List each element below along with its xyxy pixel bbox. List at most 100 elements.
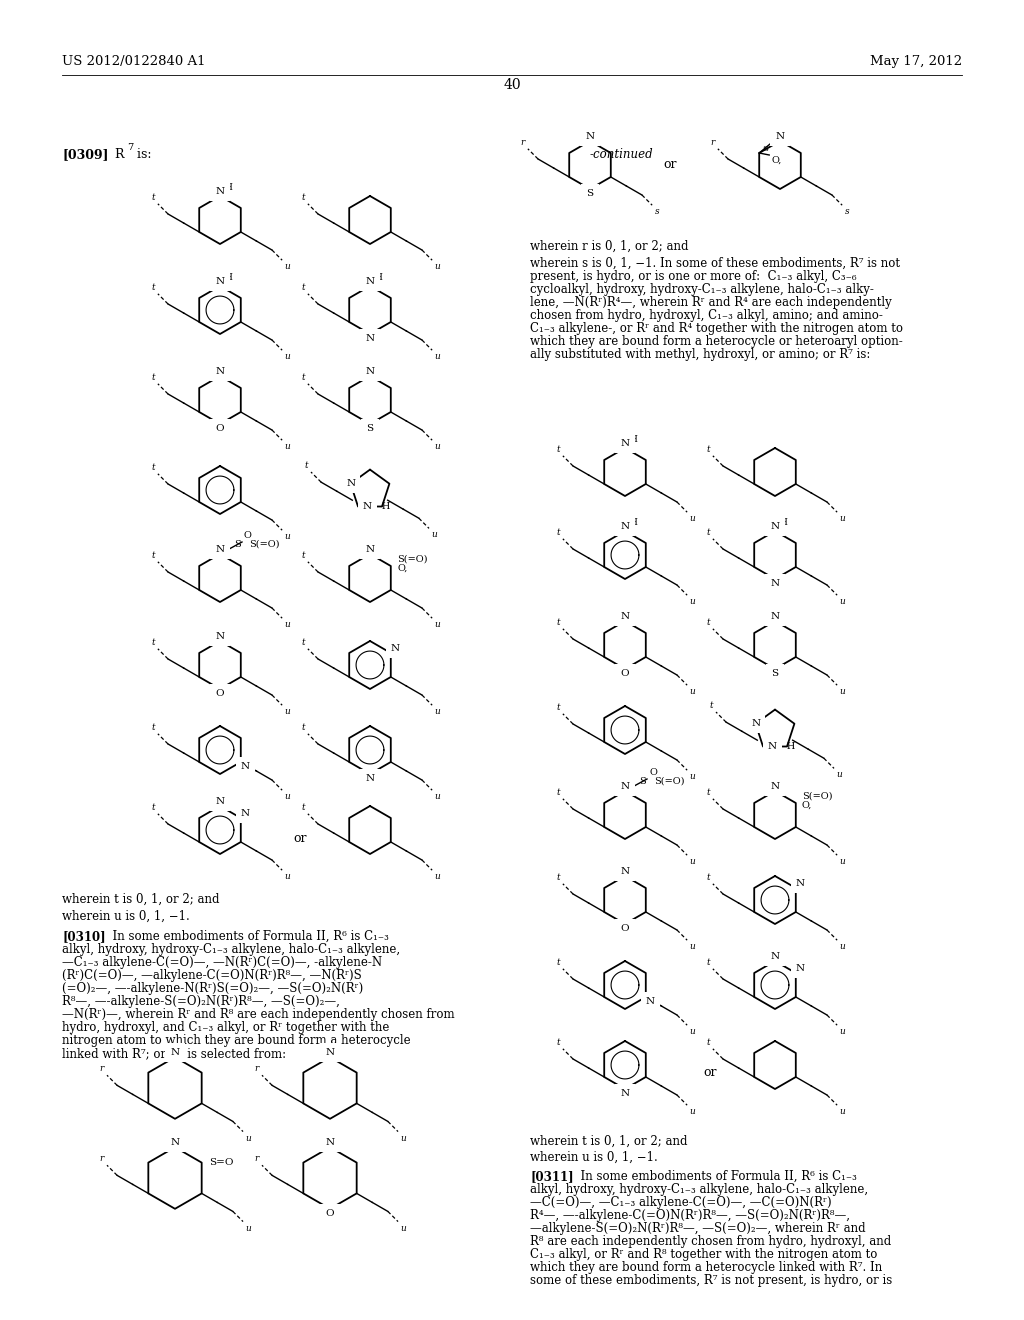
Text: N: N: [326, 1048, 335, 1057]
Text: (=O)₂—, —-alkylene-N(Rʳ)S(=O)₂—, —S(=O)₂N(Rʳ): (=O)₂—, —-alkylene-N(Rʳ)S(=O)₂—, —S(=O)₂…: [62, 982, 364, 995]
Text: r: r: [100, 1064, 104, 1073]
Text: u: u: [285, 442, 290, 451]
Text: t: t: [706, 788, 710, 797]
Text: chosen from hydro, hydroxyl, C₁₋₃ alkyl, amino; and amino-: chosen from hydro, hydroxyl, C₁₋₃ alkyl,…: [530, 309, 883, 322]
Text: N: N: [586, 132, 595, 141]
Text: S: S: [234, 540, 241, 549]
Text: wherein r is 0, 1, or 2; and: wherein r is 0, 1, or 2; and: [530, 240, 688, 253]
Text: H: H: [779, 517, 786, 527]
Text: N: N: [346, 479, 355, 488]
Text: N: N: [770, 579, 779, 587]
Text: S=O: S=O: [209, 1158, 233, 1167]
Text: u: u: [840, 597, 845, 606]
Text: N: N: [796, 964, 805, 973]
Text: wherein u is 0, 1, −1.: wherein u is 0, 1, −1.: [62, 909, 189, 923]
Text: which they are bound form a heterocycle or heteroaryl option-: which they are bound form a heterocycle …: [530, 335, 903, 348]
Text: N: N: [770, 952, 779, 961]
Text: S: S: [771, 669, 778, 678]
Text: O,: O,: [397, 564, 408, 573]
Text: 40: 40: [503, 78, 521, 92]
Text: u: u: [285, 263, 290, 271]
Text: [0310]: [0310]: [62, 931, 105, 942]
Text: N: N: [170, 1138, 179, 1147]
Text: N: N: [364, 502, 372, 511]
Text: r: r: [100, 1154, 104, 1163]
Text: US 2012/0122840 A1: US 2012/0122840 A1: [62, 55, 206, 69]
Text: u: u: [285, 873, 290, 882]
Text: S: S: [367, 424, 374, 433]
Text: N: N: [215, 277, 224, 286]
Text: ally substituted with methyl, hydroxyl, or amino; or R⁷ is:: ally substituted with methyl, hydroxyl, …: [530, 348, 870, 360]
Text: N: N: [768, 742, 777, 751]
Text: alkyl, hydroxy, hydroxy-C₁₋₃ alkylene, halo-C₁₋₃ alkylene,: alkyl, hydroxy, hydroxy-C₁₋₃ alkylene, h…: [530, 1183, 868, 1196]
Text: t: t: [556, 618, 560, 627]
Text: t: t: [301, 638, 305, 647]
Text: t: t: [301, 372, 305, 381]
Text: t: t: [301, 550, 305, 560]
Text: O: O: [326, 1209, 334, 1218]
Text: t: t: [706, 873, 710, 882]
Text: u: u: [689, 772, 695, 781]
Text: O: O: [216, 689, 224, 698]
Text: S(=O): S(=O): [654, 777, 684, 785]
Text: t: t: [152, 638, 155, 647]
Text: wherein t is 0, 1, or 2; and: wherein t is 0, 1, or 2; and: [530, 1135, 687, 1148]
Text: N: N: [621, 612, 630, 620]
Text: —H: —H: [778, 742, 797, 751]
Text: N: N: [621, 781, 630, 791]
Text: hydro, hydroxyl, and C₁₋₃ alkyl, or Rʳ together with the: hydro, hydroxyl, and C₁₋₃ alkyl, or Rʳ t…: [62, 1020, 389, 1034]
Text: u: u: [840, 1107, 845, 1117]
Text: t: t: [706, 958, 710, 966]
Text: C₁₋₃ alkylene-, or Rʳ and R⁴ together with the nitrogen atom to: C₁₋₃ alkylene-, or Rʳ and R⁴ together wi…: [530, 322, 903, 335]
Text: u: u: [400, 1134, 406, 1143]
Text: or: or: [703, 1065, 717, 1078]
Text: S: S: [762, 145, 768, 153]
Text: u: u: [285, 532, 290, 541]
Text: H: H: [224, 183, 231, 191]
Text: N: N: [621, 440, 630, 447]
Text: R⁴—, —-alkylene-C(=O)N(Rʳ)R⁸—, —S(=O)₂N(Rʳ)R⁸—,: R⁴—, —-alkylene-C(=O)N(Rʳ)R⁸—, —S(=O)₂N(…: [530, 1209, 850, 1222]
Text: u: u: [840, 688, 845, 696]
Text: N: N: [215, 367, 224, 376]
Text: u: u: [245, 1224, 251, 1233]
Text: N: N: [770, 781, 779, 791]
Text: In some embodiments of Formula II, R⁶ is C₁₋₃: In some embodiments of Formula II, R⁶ is…: [105, 931, 389, 942]
Text: O: O: [216, 424, 224, 433]
Text: N: N: [796, 879, 805, 888]
Text: u: u: [689, 857, 695, 866]
Text: C₁₋₃ alkyl, or Rʳ and R⁸ together with the nitrogen atom to: C₁₋₃ alkyl, or Rʳ and R⁸ together with t…: [530, 1247, 878, 1261]
Text: -continued: -continued: [590, 148, 653, 161]
Text: alkyl, hydroxy, hydroxy-C₁₋₃ alkylene, halo-C₁₋₃ alkylene,: alkyl, hydroxy, hydroxy-C₁₋₃ alkylene, h…: [62, 942, 400, 956]
Text: N: N: [366, 545, 375, 554]
Text: u: u: [400, 1224, 406, 1233]
Text: N: N: [770, 521, 779, 531]
Text: [0311]: [0311]: [530, 1170, 573, 1183]
Text: N: N: [775, 132, 784, 141]
Text: [0309]: [0309]: [62, 148, 109, 161]
Text: u: u: [431, 531, 437, 540]
Text: u: u: [689, 1107, 695, 1117]
Text: t: t: [556, 958, 560, 966]
Text: —C₁₋₃ alkylene-C(=O)—, —N(Rʳ)C(=O)—, -alkylene-N: —C₁₋₃ alkylene-C(=O)—, —N(Rʳ)C(=O)—, -al…: [62, 956, 382, 969]
Text: u: u: [285, 792, 290, 801]
Text: S: S: [639, 777, 646, 785]
Text: u: u: [689, 688, 695, 696]
Text: N: N: [215, 632, 224, 642]
Text: u: u: [285, 708, 290, 717]
Text: r: r: [711, 137, 715, 147]
Text: t: t: [556, 702, 560, 711]
Text: u: u: [689, 942, 695, 952]
Text: linked with R⁷; or R⁶ is selected from:: linked with R⁷; or R⁶ is selected from:: [62, 1047, 286, 1060]
Text: u: u: [689, 515, 695, 523]
Text: N: N: [215, 797, 224, 807]
Text: R: R: [106, 148, 125, 161]
Text: u: u: [434, 442, 440, 451]
Text: r: r: [255, 1154, 259, 1163]
Text: S: S: [587, 189, 594, 198]
Text: u: u: [689, 597, 695, 606]
Text: t: t: [152, 282, 155, 292]
Text: S(=O): S(=O): [802, 791, 833, 800]
Text: O: O: [244, 531, 252, 540]
Text: u: u: [434, 792, 440, 801]
Text: r: r: [255, 1064, 259, 1073]
